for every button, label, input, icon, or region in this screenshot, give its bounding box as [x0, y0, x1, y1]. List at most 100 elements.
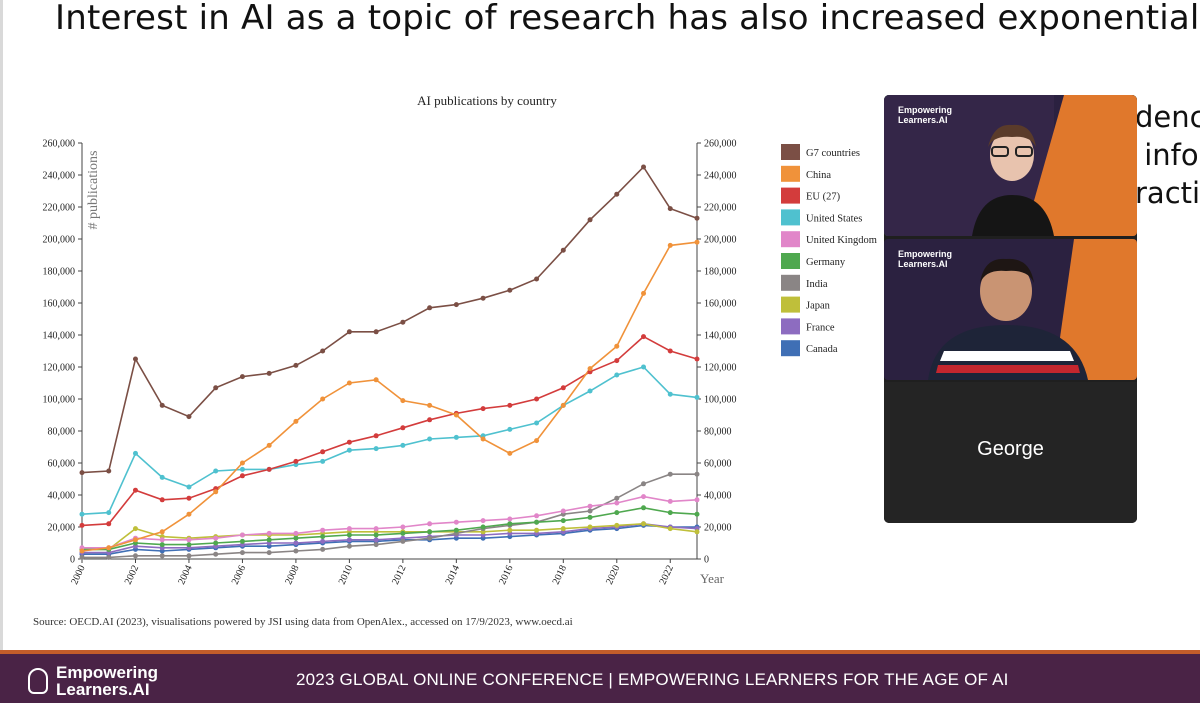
data-point: [614, 372, 620, 378]
cut-off-slide-text: denc info ractio: [1135, 100, 1200, 210]
x-tick-label: 2020: [604, 564, 622, 587]
chart-title: AI publications by country: [417, 93, 557, 108]
data-point: [453, 412, 459, 418]
data-point: [346, 526, 352, 532]
data-point: [186, 537, 192, 543]
data-point: [507, 426, 513, 432]
data-point: [159, 497, 165, 503]
data-point: [694, 394, 700, 400]
y-tick-label-left: 120,000: [43, 363, 76, 374]
data-point: [213, 489, 219, 495]
data-point: [79, 470, 85, 476]
participant-video-frame: [884, 239, 1137, 380]
data-point: [534, 396, 540, 402]
video-tile-participant[interactable]: Empowering Learners.AI: [884, 239, 1137, 380]
data-point: [79, 554, 85, 560]
y-tick-label-right: 120,000: [704, 363, 737, 374]
y-tick-label-left: 220,000: [43, 203, 76, 214]
data-point: [641, 164, 647, 170]
data-point: [213, 468, 219, 474]
legend-swatch: [781, 274, 800, 291]
data-point: [79, 511, 85, 517]
data-point: [453, 527, 459, 533]
data-point: [159, 537, 165, 543]
data-point: [320, 527, 326, 533]
legend-swatch: [781, 231, 800, 248]
data-point: [667, 498, 673, 504]
data-point: [694, 497, 700, 503]
legend-swatch: [781, 318, 800, 335]
data-point: [453, 434, 459, 440]
data-point: [400, 398, 406, 404]
data-point: [400, 538, 406, 544]
data-point: [534, 420, 540, 426]
data-point: [667, 510, 673, 516]
data-point: [266, 466, 272, 472]
data-point: [694, 511, 700, 517]
data-point: [694, 529, 700, 535]
data-point: [373, 433, 379, 439]
legend-swatch: [781, 187, 800, 204]
data-point: [427, 529, 433, 535]
data-point: [400, 319, 406, 325]
series-line: [82, 522, 698, 554]
data-point: [641, 494, 647, 500]
data-point: [667, 206, 673, 212]
y-tick-label-right: 20,000: [704, 523, 732, 534]
video-tile-speaker[interactable]: Empowering Learners.AI: [884, 95, 1137, 236]
tile-logo: Empowering Learners.AI: [898, 249, 953, 269]
data-point: [614, 358, 620, 364]
data-point: [507, 516, 513, 522]
data-point: [132, 356, 138, 362]
x-tick-label: 2014: [444, 564, 462, 587]
data-point: [507, 527, 513, 533]
data-point: [159, 542, 165, 548]
data-point: [641, 290, 647, 296]
legend-label: United Kingdom: [806, 235, 877, 246]
data-point: [186, 414, 192, 420]
data-point: [694, 239, 700, 245]
data-point: [320, 534, 326, 540]
y-tick-label-right: 200,000: [704, 235, 737, 246]
data-point: [373, 532, 379, 538]
legend-swatch: [781, 165, 800, 182]
data-point: [346, 447, 352, 453]
data-point: [480, 406, 486, 412]
x-tick-label: 2004: [176, 564, 194, 587]
data-point: [346, 439, 352, 445]
data-point: [667, 242, 673, 248]
data-point: [400, 530, 406, 536]
legend-label: China: [806, 170, 831, 181]
data-point: [427, 436, 433, 442]
y-tick-label-right: 60,000: [704, 459, 732, 470]
video-panel[interactable]: Empowering Learners.AI Empowering Learners…: [884, 95, 1137, 523]
data-point: [427, 521, 433, 527]
data-point: [159, 402, 165, 408]
data-point: [239, 374, 245, 380]
data-point: [373, 329, 379, 335]
data-point: [614, 510, 620, 516]
footer-bar: Empowering Learners.AI 2023 GLOBAL ONLINE…: [0, 650, 1200, 703]
data-point: [507, 402, 513, 408]
data-point: [239, 466, 245, 472]
data-point: [427, 417, 433, 423]
x-tick-label: 2002: [123, 564, 141, 587]
data-point: [614, 500, 620, 506]
x-tick-label: 2016: [497, 564, 515, 587]
video-tile-name[interactable]: George: [884, 382, 1137, 523]
data-point: [106, 554, 112, 560]
data-point: [186, 511, 192, 517]
series-line: [81, 165, 698, 474]
legend-label: Canada: [806, 344, 838, 355]
data-point: [667, 348, 673, 354]
y-tick-label-left: 0: [70, 555, 75, 566]
data-point: [159, 553, 165, 559]
series-line: [82, 506, 698, 551]
data-point: [560, 518, 566, 524]
data-point: [186, 495, 192, 501]
data-point: [320, 449, 326, 455]
data-point: [641, 334, 647, 340]
legend-label: Germany: [806, 257, 846, 268]
legend-label: EU (27): [806, 192, 841, 203]
data-point: [213, 551, 219, 557]
